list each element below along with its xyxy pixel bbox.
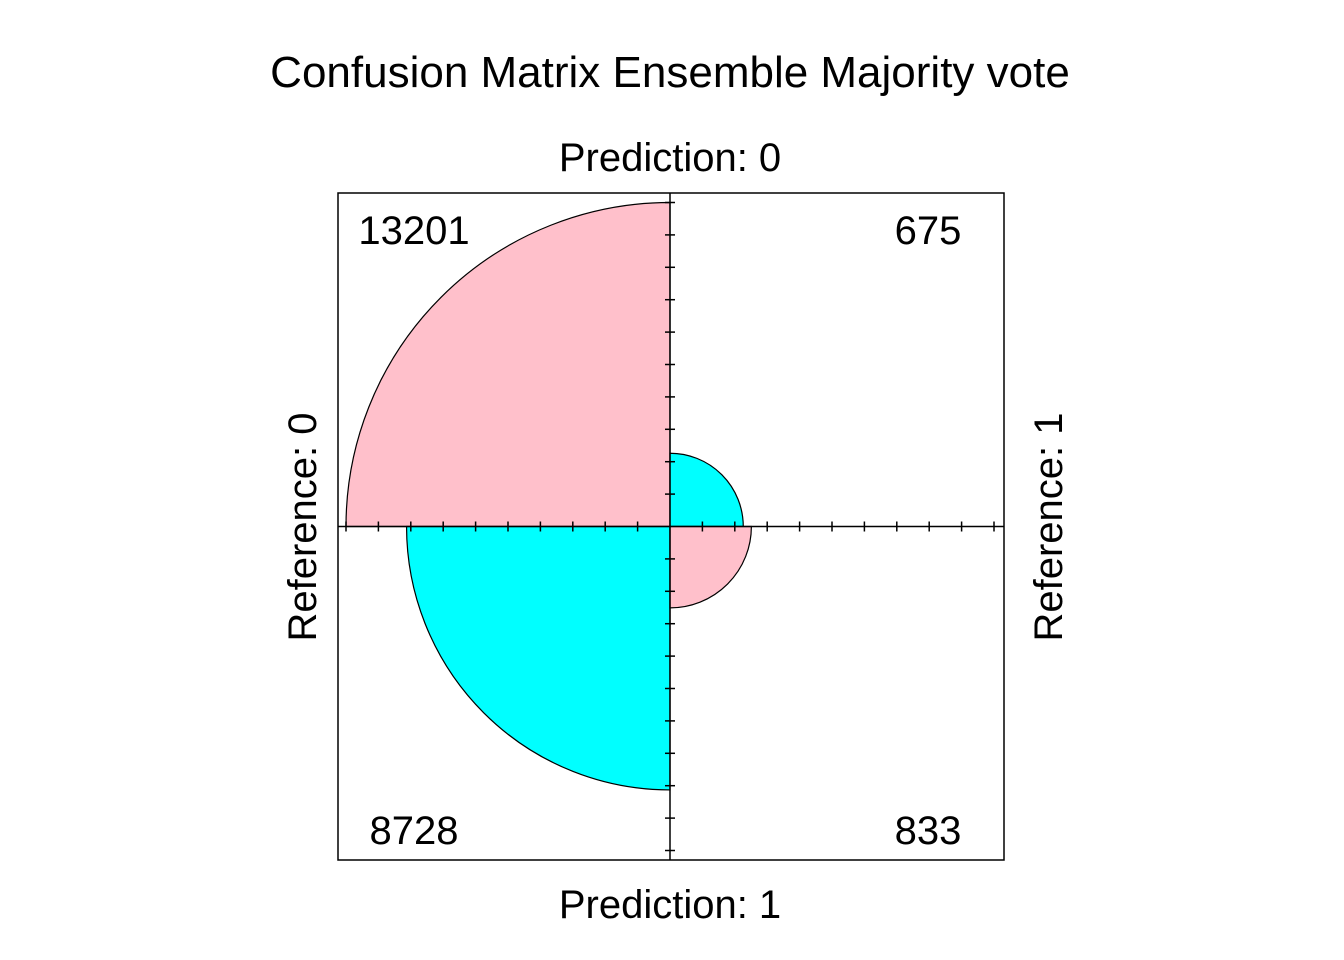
count-top-left: 13201 (358, 209, 469, 253)
quadrant-sector-top-left (345, 201, 671, 528)
right-axis-label: Reference: 1 (1027, 412, 1071, 641)
left-axis-label: Reference: 0 (281, 412, 325, 641)
count-top-right: 675 (895, 209, 962, 253)
count-bottom-left: 8728 (370, 809, 459, 853)
top-axis-label: Prediction: 0 (559, 136, 781, 180)
axis-group (338, 193, 1004, 860)
quadrant-sector-top-right (669, 452, 744, 528)
chart-title: Confusion Matrix Ensemble Majority vote (270, 48, 1070, 97)
bottom-axis-label: Prediction: 1 (559, 883, 781, 927)
quadrant-sector-bottom-left (405, 525, 671, 791)
plot-frame (337, 192, 1005, 861)
count-bottom-right: 833 (895, 809, 962, 853)
quadrant-group (345, 201, 752, 791)
quadrant-sector-bottom-right (669, 525, 752, 609)
